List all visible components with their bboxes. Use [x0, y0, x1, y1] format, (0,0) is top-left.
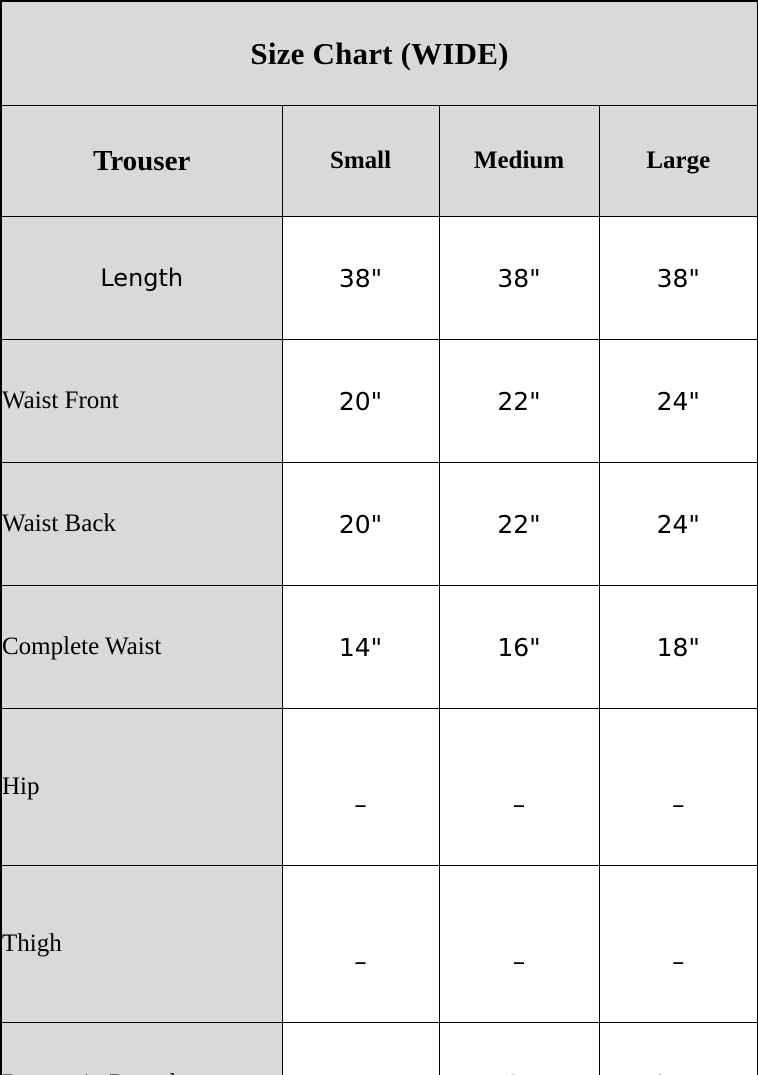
- table-row: Length 38" 38" 38": [0, 216, 758, 340]
- table-row: Bottom in Round 7.5" 8" 8.5": [0, 1022, 758, 1075]
- header-size-small: Small: [281, 105, 440, 217]
- value-waist-front-medium: 22": [438, 339, 600, 463]
- value-thigh-large: –: [598, 865, 758, 1023]
- row-label-length: Length: [0, 216, 283, 340]
- title-row: Size Chart (WIDE): [0, 0, 758, 106]
- value-bottom-in-round-small: 7.5": [281, 1022, 440, 1075]
- value-bottom-in-round-large: 8.5": [598, 1022, 758, 1075]
- chart-title: Size Chart (WIDE): [0, 0, 758, 106]
- row-label-hip: Hip: [0, 708, 283, 866]
- table-row: Thigh – – –: [0, 865, 758, 1023]
- row-label-bottom-in-round: Bottom in Round: [0, 1022, 283, 1075]
- value-hip-large: –: [598, 708, 758, 866]
- table-row: Waist Front 20" 22" 24": [0, 339, 758, 463]
- value-waist-back-medium: 22": [438, 462, 600, 586]
- row-label-waist-back: Waist Back: [0, 462, 283, 586]
- value-waist-back-large: 24": [598, 462, 758, 586]
- row-label-thigh: Thigh: [0, 865, 283, 1023]
- header-label-column: Trouser: [0, 105, 283, 217]
- value-bottom-in-round-medium: 8": [438, 1022, 600, 1075]
- value-complete-waist-small: 14": [281, 585, 440, 709]
- value-length-small: 38": [281, 216, 440, 340]
- value-hip-medium: –: [438, 708, 600, 866]
- value-thigh-small: –: [281, 865, 440, 1023]
- row-label-waist-front: Waist Front: [0, 339, 283, 463]
- value-waist-back-small: 20": [281, 462, 440, 586]
- value-complete-waist-medium: 16": [438, 585, 600, 709]
- header-size-large: Large: [598, 105, 758, 217]
- table-row: Hip – – –: [0, 708, 758, 866]
- value-waist-front-small: 20": [281, 339, 440, 463]
- header-size-medium: Medium: [438, 105, 600, 217]
- value-hip-small: –: [281, 708, 440, 866]
- table-row: Complete Waist 14" 16" 18": [0, 585, 758, 709]
- value-waist-front-large: 24": [598, 339, 758, 463]
- value-thigh-medium: –: [438, 865, 600, 1023]
- value-length-large: 38": [598, 216, 758, 340]
- value-complete-waist-large: 18": [598, 585, 758, 709]
- row-label-complete-waist: Complete Waist: [0, 585, 283, 709]
- header-row: Trouser Small Medium Large: [0, 105, 758, 217]
- table-row: Waist Back 20" 22" 24": [0, 462, 758, 586]
- value-length-medium: 38": [438, 216, 600, 340]
